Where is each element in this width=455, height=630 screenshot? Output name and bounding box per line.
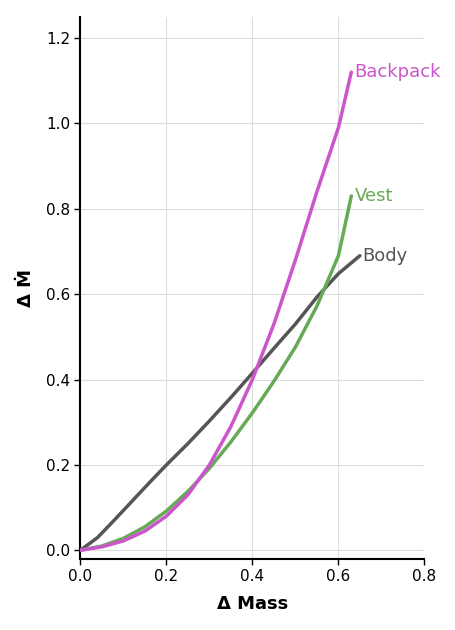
Text: Body: Body: [361, 247, 406, 265]
Y-axis label: Δ Ṁ: Δ Ṁ: [17, 269, 35, 307]
X-axis label: Δ Mass: Δ Mass: [216, 595, 288, 614]
Text: Vest: Vest: [354, 187, 392, 205]
Text: Backpack: Backpack: [354, 63, 440, 81]
